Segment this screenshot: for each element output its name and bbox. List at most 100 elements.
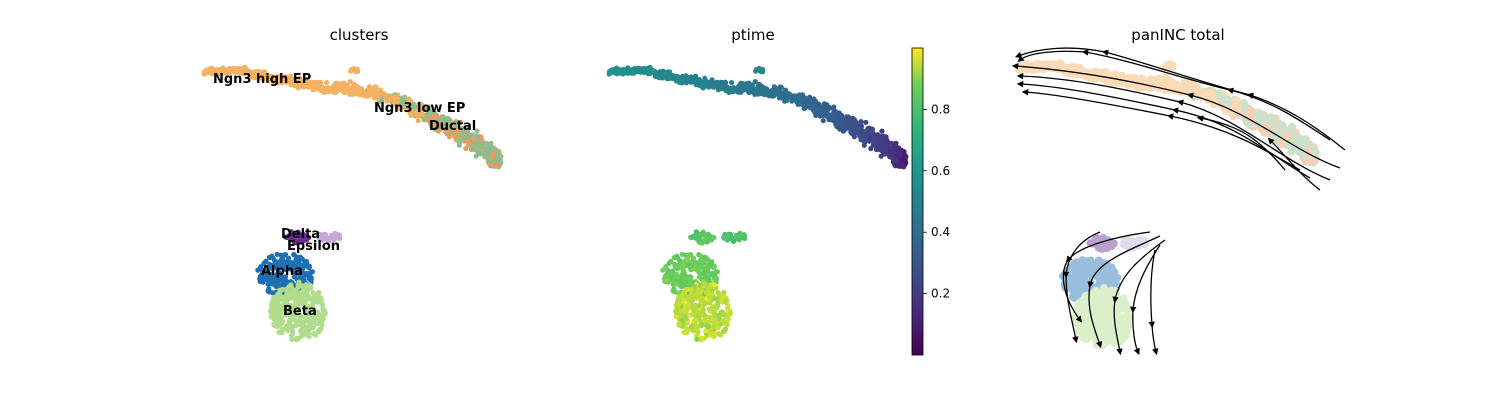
cell-point [306,296,312,302]
cell-point [1285,131,1294,140]
cell-point [1229,98,1238,107]
cell-point [694,260,700,266]
cell-point [1106,267,1115,276]
cell-point [706,319,712,325]
cell-point [716,316,723,322]
cell-point [1284,130,1293,139]
cell-point [1247,107,1256,116]
cell-point [1255,114,1264,123]
cell-point [298,328,304,334]
cell-point [1242,105,1250,114]
cell-point [721,317,727,323]
cell-point [305,332,311,338]
cell-point [249,72,255,78]
cell-point [689,260,695,266]
cell-point [355,69,361,75]
cell-point [1109,269,1117,277]
panel-title-clusters: clusters [330,26,389,44]
cell-point [675,74,681,80]
colorbar-gradient [911,47,924,356]
cell-point [1304,151,1313,160]
cell-point [1306,158,1315,167]
cell-point [709,272,716,278]
cell-point [309,269,315,275]
cell-point [705,271,711,277]
cell-point [1120,240,1129,249]
cell-point [424,112,430,118]
cell-point [668,258,674,264]
cell-point [1104,241,1113,250]
cell-point [281,302,287,308]
cell-point [1224,98,1233,107]
cell-point [1087,263,1096,272]
cell-point [297,301,303,307]
cell-point [731,88,737,94]
cell-point [1276,140,1285,149]
cell-point [275,313,281,319]
cell-point [726,89,732,95]
cell-point [1121,300,1130,308]
cell-point [1296,140,1305,149]
cell-point [1080,263,1089,272]
cell-point [1119,239,1128,248]
cell-point [302,308,308,314]
cell-point [685,262,691,269]
cell-point [1302,140,1311,149]
cell-point [1106,284,1115,293]
cell-point [305,316,311,322]
cell-point [297,83,303,89]
cell-point [1258,110,1267,119]
cell-point [1081,257,1090,266]
cell-point [1304,157,1313,166]
cell-point [1084,68,1093,77]
cell-point [1287,132,1296,141]
cell-point [1107,241,1116,250]
cell-point [1287,128,1296,137]
cell-point [1225,98,1234,107]
cell-point [1294,135,1303,144]
cell-point [660,68,666,74]
cell-point [1105,267,1114,276]
cell-point [1288,129,1297,137]
cell-point [295,307,301,313]
cell-point [340,88,347,95]
cell-point [713,276,719,282]
cell-point [1080,294,1089,303]
cell-point [1275,119,1284,128]
cell-point [1250,114,1259,122]
cell-point [1088,269,1097,278]
cell-point [719,297,725,304]
cell-point [892,148,898,154]
panel-clusters: clusters Ngn3 high EP Ngn3 low EP Ductal… [201,26,504,343]
cell-point [706,285,712,291]
cell-point [1112,281,1121,290]
cell-point [1134,237,1143,246]
cell-point [1307,153,1315,162]
cell-point [1267,118,1276,127]
cell-point [276,277,282,283]
cell-point [1103,299,1112,308]
cell-point [1262,114,1270,123]
cell-point [1308,143,1317,152]
cell-point [1122,238,1131,247]
cell-point [286,255,292,261]
cell-point [1104,240,1113,249]
cell-point [1124,321,1133,330]
cell-point [1246,107,1255,116]
cell-point [1101,293,1110,302]
cell-point [639,67,646,73]
cell-point [1297,135,1306,144]
cell-point [1221,99,1230,108]
cell-point [1107,238,1116,247]
cell-point [693,317,699,323]
cell-point [1223,100,1232,109]
cell-point [896,152,902,158]
cell-point [1083,261,1092,270]
cell-point [684,257,691,263]
cell-point [760,69,766,75]
cell-point [1040,60,1049,69]
cell-point [1262,123,1270,131]
cell-point [1230,103,1239,111]
cell-point [674,253,680,259]
cell-point [806,101,812,107]
